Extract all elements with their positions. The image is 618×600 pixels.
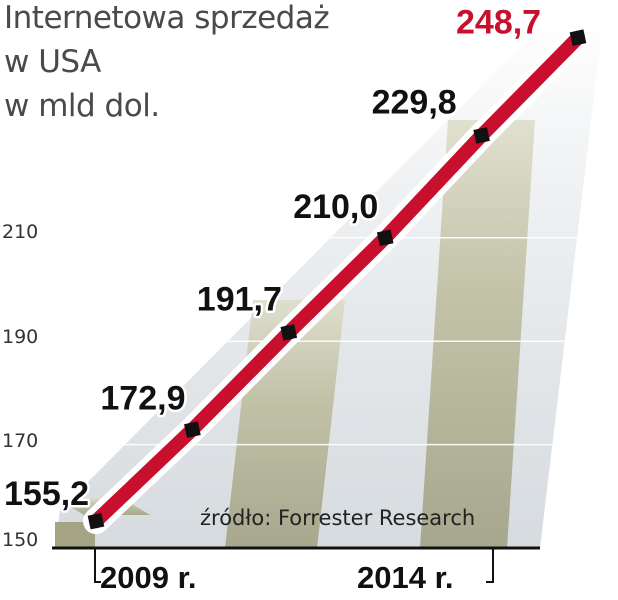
line-series: [89, 30, 585, 529]
data-label: 191,7: [197, 280, 282, 318]
data-point-marker: [280, 324, 298, 341]
x-label-end: 2014 r.: [357, 560, 454, 595]
data-markers: [87, 29, 587, 530]
x-label-bracket: [94, 548, 101, 583]
data-line: [83, 24, 591, 535]
y-tick-label: 190: [2, 326, 39, 348]
y-tick-label: 150: [2, 529, 39, 551]
data-label: 172,9: [100, 380, 185, 418]
year-band: [55, 522, 95, 548]
data-point-marker: [184, 421, 201, 438]
chart-title-line-2: w USA: [4, 44, 101, 80]
y-tick-label: 170: [2, 430, 39, 452]
chart-title-line-1: Internetowa sprzedaż: [4, 0, 330, 36]
year-band: [420, 120, 535, 548]
data-labels: 155,2 172,9 191,7 210,0 229,8 248,7: [2, 1, 544, 515]
data-point-marker: [473, 127, 490, 144]
x-label-start: 2009 r.: [100, 560, 197, 595]
data-point-marker: [569, 29, 587, 47]
data-label: 210,0: [293, 188, 378, 226]
data-label: 155,2: [4, 475, 89, 513]
y-tick-label: 210: [2, 221, 39, 243]
data-label: 229,8: [372, 83, 457, 121]
data-point-marker: [87, 512, 105, 530]
chart-title-line-3: w mld dol.: [4, 88, 160, 124]
x-axis: [52, 546, 540, 583]
x-label-bracket: [486, 548, 494, 583]
data-label: 248,7: [456, 4, 541, 42]
data-point-marker: [376, 229, 394, 247]
source-note: źródło: Forrester Research: [200, 506, 476, 530]
